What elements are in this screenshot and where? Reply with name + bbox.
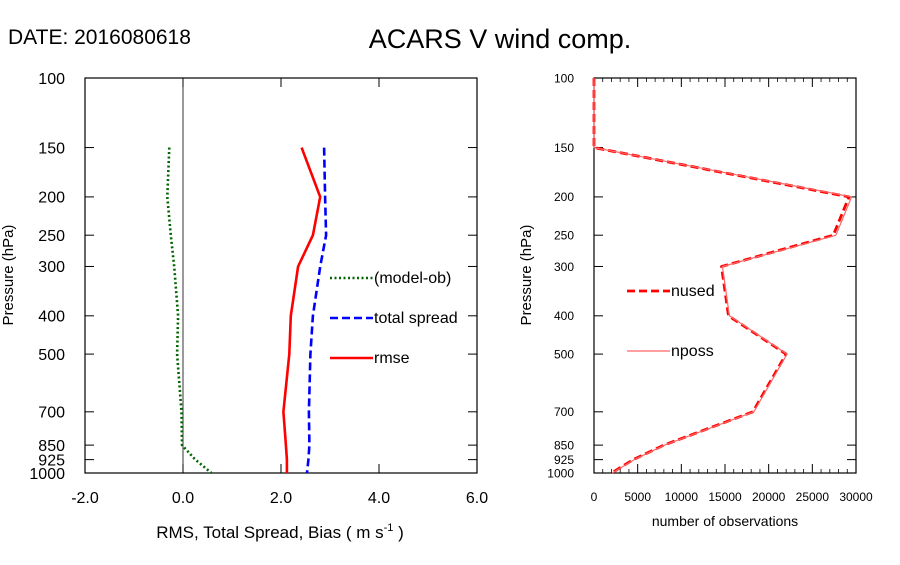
left-legend-label: (model-ob) [374, 270, 451, 287]
left-series-model-ob [166, 147, 213, 474]
left-x-tick-label: 4.0 [368, 490, 390, 507]
right-x-axis-label: number of observations [652, 513, 798, 529]
left-legend-label: total spread [374, 310, 458, 327]
right-legend-label: nposs [671, 343, 714, 360]
right-x-tick-label: 0 [591, 490, 598, 504]
right-y-tick-label: 250 [554, 229, 574, 243]
left-y-tick-label: 300 [38, 259, 65, 276]
right-plot-frame [593, 77, 857, 474]
left-y-axis-label: Pressure (hPa) [0, 225, 17, 326]
left-x-axis-label: RMS, Total Spread, Bias ( m s-1 ) [156, 522, 404, 542]
left-legend-label: rmse [374, 350, 410, 367]
right-y-tick-label: 850 [554, 438, 574, 452]
right-y-tick-label: 100 [554, 71, 574, 85]
left-x-axis-label-main: RMS, Total Spread, Bias ( m s [156, 523, 383, 542]
right-y-tick-label: 150 [554, 141, 574, 155]
left-y-tick-label: 250 [38, 228, 65, 245]
right-y-tick-label: 200 [554, 190, 574, 204]
left-y-tick-label: 500 [38, 347, 65, 364]
left-y-tick-label: 200 [38, 190, 65, 207]
chart-title: ACARS V wind comp. [369, 24, 632, 54]
right-x-tick-label: 25000 [796, 490, 830, 504]
right-y-axis-label: Pressure (hPa) [518, 225, 535, 326]
left-y-tick-label: 925 [38, 452, 65, 469]
left-x-axis-label-end: ) [393, 523, 403, 542]
left-y-tick-label: 150 [38, 140, 65, 157]
left-y-tick-label: 1000 [29, 466, 65, 483]
left-x-tick-label: -2.0 [71, 490, 99, 507]
left-series-total-spread [305, 147, 328, 474]
left-x-tick-label: 6.0 [466, 490, 488, 507]
right-y-tick-label: 925 [554, 453, 574, 467]
right-legend-label: nused [671, 283, 715, 300]
left-x-tick-label: 2.0 [270, 490, 292, 507]
left-y-tick-label: 400 [38, 309, 65, 326]
right-y-tick-label: 1000 [547, 466, 574, 480]
left-x-tick-label: 0.0 [172, 490, 194, 507]
right-x-tick-label: 30000 [839, 490, 873, 504]
right-series-nused [592, 78, 851, 475]
right-y-tick-label: 400 [554, 309, 574, 323]
left-y-tick-label: 700 [38, 405, 65, 422]
date-label: DATE: 2016080618 [8, 26, 191, 49]
right-y-tick-label: 700 [554, 405, 574, 419]
right-y-tick-label: 500 [554, 347, 574, 361]
right-y-tick-label: 300 [554, 260, 574, 274]
left-series-rmse [282, 147, 322, 473]
left-x-axis-label-sup: -1 [384, 522, 394, 534]
right-x-tick-label: 5000 [624, 490, 651, 504]
right-x-tick-label: 20000 [752, 490, 786, 504]
right-series-nposs [593, 78, 853, 474]
left-y-tick-label: 850 [38, 438, 65, 455]
right-x-tick-label: 15000 [708, 490, 742, 504]
right-x-tick-label: 10000 [665, 490, 699, 504]
left-y-tick-label: 100 [38, 71, 65, 88]
